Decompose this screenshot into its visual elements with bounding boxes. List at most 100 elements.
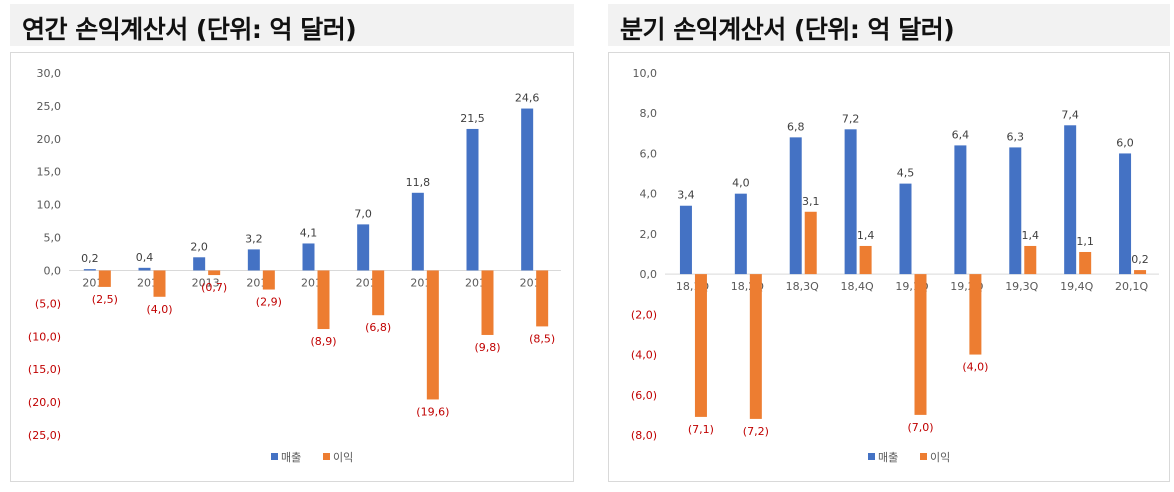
y-tick-label: (5,0) [35, 297, 61, 310]
sales-bar [138, 267, 151, 271]
data-label: (4,0) [962, 361, 988, 374]
data-label: 4,0 [732, 177, 750, 190]
profit-bar [969, 274, 982, 355]
profit-bar [1134, 270, 1147, 275]
y-tick-label: 25,0 [37, 100, 62, 113]
sales-bar [679, 205, 692, 275]
x-tick-label: 20,1Q [1115, 280, 1148, 293]
data-label: 6,3 [1007, 130, 1025, 143]
data-label: 3,2 [245, 232, 263, 245]
data-label: 7,2 [842, 112, 860, 125]
legend-swatch-profit [323, 453, 330, 460]
data-label: 7,4 [1061, 108, 1079, 121]
data-label: 21,5 [460, 112, 485, 125]
y-tick-label: 0,0 [640, 268, 658, 281]
data-label: 2,0 [190, 240, 208, 253]
annual-chart-frame: 30,0 25,0 20,0 15,0 10,0 5,0 0,0 (5,0) (10,0) (15… [10, 52, 574, 482]
data-label: 1,4 [857, 229, 875, 242]
profit-bar [372, 270, 385, 316]
y-tick-label: (20,0) [28, 396, 61, 409]
profit-bar [1079, 251, 1092, 275]
y-tick-label: 15,0 [37, 166, 62, 179]
y-tick-label: 5,0 [44, 232, 62, 245]
y-tick-label: 0,0 [44, 264, 62, 277]
profit-bar [262, 270, 275, 290]
sales-bar [83, 269, 96, 271]
legend-label: 이익 [930, 451, 950, 464]
data-label: 24,6 [515, 92, 540, 105]
data-label: (7,0) [907, 421, 933, 434]
profit-bar [804, 211, 817, 275]
data-label: (19,6) [416, 405, 449, 418]
y-tick-label: (6,0) [631, 389, 657, 402]
profit-bar [153, 270, 166, 297]
y-tick-label: 2,0 [640, 228, 658, 241]
sales-bar [954, 145, 967, 275]
sales-bar [411, 192, 424, 271]
y-tick-label: 6,0 [640, 147, 658, 160]
data-label: 6,8 [787, 120, 805, 133]
profit-bar [859, 245, 872, 275]
data-label: (0,7) [201, 281, 227, 294]
y-tick-label: (8,0) [631, 429, 657, 442]
y-tick-label: 8,0 [640, 107, 658, 120]
data-label: (9,8) [474, 341, 500, 354]
legend-label: 매출 [878, 451, 898, 464]
data-label: 4,5 [897, 167, 915, 180]
sales-bar [734, 193, 747, 275]
sales-bar [521, 108, 534, 271]
data-label: (7,1) [688, 423, 714, 436]
x-tick-label: 18,4Q [841, 280, 874, 293]
profit-bar [1024, 245, 1037, 275]
quarterly-chart-title: 분기 손익계산서 (단위: 억 달러) [620, 15, 955, 44]
data-label: 0,4 [136, 251, 154, 264]
x-tick-label: 2013 [192, 276, 220, 289]
sales-bar [1064, 125, 1077, 275]
annual-chart-title: 연간 손익계산서 (단위: 억 달러) [22, 15, 357, 44]
y-tick-label: 10,0 [37, 199, 62, 212]
profit-bar [317, 270, 330, 330]
annual-bar-chart: 30,0 25,0 20,0 15,0 10,0 5,0 0,0 (5,0) (10,0) (15… [28, 67, 561, 464]
profit-bar [694, 274, 707, 417]
data-label: 6,0 [1116, 136, 1134, 149]
legend-swatch-sales [271, 453, 278, 460]
data-label: 0,2 [1131, 253, 1149, 266]
x-tick-label: 18,3Q [786, 280, 819, 293]
profit-bar [481, 270, 494, 335]
data-label: 3,4 [677, 189, 695, 202]
y-tick-label: 20,0 [37, 133, 62, 146]
legend-swatch-profit [920, 453, 927, 460]
quarterly-chart-title-bar: 분기 손익계산서 (단위: 억 달러) [608, 4, 1170, 46]
data-label: (8,5) [529, 332, 555, 345]
profit-bar [914, 274, 927, 415]
y-tick-label: 10,0 [633, 67, 658, 80]
data-label: 11,8 [406, 176, 431, 189]
data-label: (2,9) [256, 296, 282, 309]
sales-bar [1119, 153, 1132, 275]
data-label: 7,0 [354, 207, 372, 220]
profit-bar [426, 270, 439, 400]
data-label: (8,9) [310, 335, 336, 348]
y-tick-label: 30,0 [37, 67, 62, 80]
data-label: 6,4 [952, 128, 970, 141]
legend-label: 이익 [333, 451, 353, 464]
quarterly-chart-frame: 10,0 8,0 6,0 4,0 2,0 0,0 (2,0) (4,0) (6,0) (8,0) 1… [608, 52, 1170, 482]
data-label: (4,0) [146, 303, 172, 316]
profit-bar [98, 270, 111, 287]
data-label: 1,4 [1022, 229, 1040, 242]
x-tick-label: 19,3Q [1005, 280, 1038, 293]
y-tick-label: (25,0) [28, 429, 61, 442]
sales-bar [357, 224, 370, 271]
profit-bar [749, 274, 762, 419]
annual-chart-panel: 연간 손익계산서 (단위: 억 달러) 30,0 25,0 20,0 15,0 10,0… [0, 0, 578, 492]
y-tick-label: 4,0 [640, 188, 658, 201]
profit-bar [208, 270, 221, 276]
data-label: 1,1 [1076, 235, 1094, 248]
sales-bar [193, 257, 206, 271]
data-label: (7,2) [743, 425, 769, 438]
annual-chart-title-bar: 연간 손익계산서 (단위: 억 달러) [10, 4, 574, 46]
profit-bar [536, 270, 549, 327]
quarterly-chart-panel: 분기 손익계산서 (단위: 억 달러) 10,0 8,0 6,0 4,0 2,0 0,0 (… [598, 0, 1174, 492]
sales-bar [844, 129, 857, 275]
y-tick-label: (10,0) [28, 330, 61, 343]
